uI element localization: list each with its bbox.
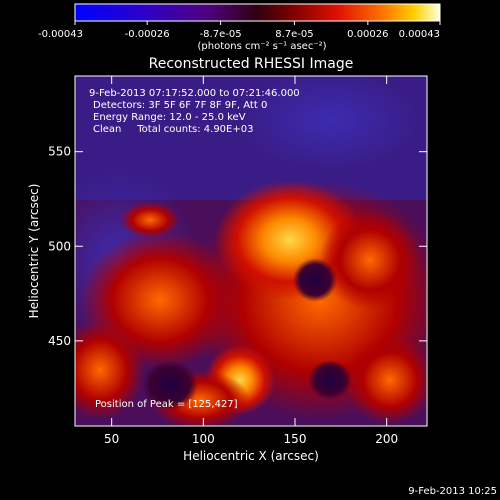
annotation-energy-range: Energy Range: 12.0 - 25.0 keV: [93, 112, 246, 123]
annotation-time-range: 9-Feb-2013 07:17:52.000 to 07:21:46.000: [89, 88, 300, 99]
colorbar-units-label: (photons cm⁻² s⁻¹ asec⁻²): [197, 41, 326, 52]
colorbar: [75, 4, 440, 21]
x-tick-label: 150: [284, 432, 307, 446]
y-tick-label: 550: [48, 145, 71, 159]
annotation-clean-counts: Clean Total counts: 4.90E+03: [93, 124, 253, 135]
y-tick-label: 450: [48, 334, 71, 348]
x-axis-label: Heliocentric X (arcsec): [183, 449, 319, 463]
colorbar-tick-label: 8.7e-05: [275, 29, 313, 40]
y-axis-ticks: 450 500 550: [48, 145, 427, 348]
colorbar-tick-label: 0.00026: [347, 29, 388, 40]
heatmap-image: [75, 76, 427, 426]
colorbar-tick-label: -8.7e-05: [200, 29, 242, 40]
x-tick-label: 50: [104, 432, 119, 446]
footer-timestamp: 9-Feb-2013 10:25: [408, 486, 497, 497]
colorbar-ticks: -0.00043 -0.00026 -8.7e-05 8.7e-05 0.00026 0.…: [38, 21, 441, 40]
x-tick-label: 200: [375, 432, 398, 446]
colorbar-tick-label: -0.00043: [38, 29, 83, 40]
x-tick-label: 100: [192, 432, 215, 446]
colorbar-tick-label: -0.00026: [125, 29, 170, 40]
annotation-detectors: Detectors: 3F 5F 6F 7F 8F 9F, Att 0: [93, 100, 267, 111]
y-tick-label: 500: [48, 239, 71, 253]
x-axis-ticks: 50 100 150 200: [104, 76, 398, 446]
chart-title: Reconstructed RHESSI Image: [149, 56, 354, 72]
colorbar-tick-label: 0.00043: [399, 29, 440, 40]
y-axis-label: Heliocentric Y (arcsec): [27, 184, 41, 319]
peak-position-label: Position of Peak = [125,427]: [95, 399, 238, 410]
